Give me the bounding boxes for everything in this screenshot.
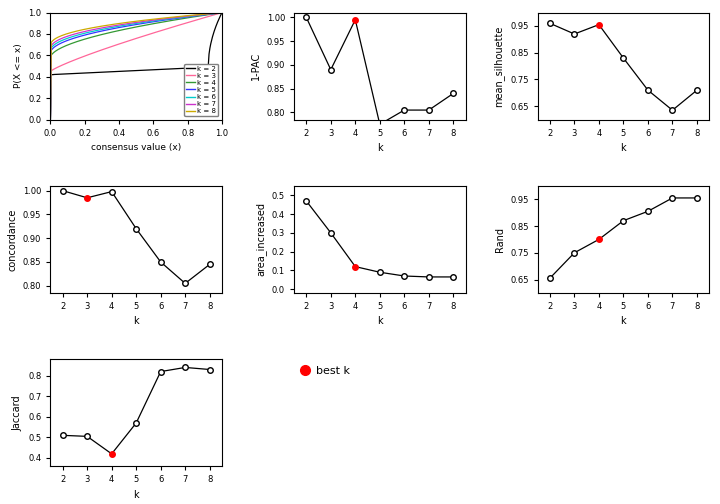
k = 3 (56, 63, 65, 69)
k = 4 (78, 37, 86, 43)
k = 4 (203, 12, 212, 18)
k = 8 (217, 10, 226, 16)
k = 4 (46, 116, 55, 122)
k = 6 (78, 31, 86, 37)
Line: k = 4: k = 4 (50, 13, 222, 119)
k = 3 (209, 12, 217, 18)
Line: k = 5: k = 5 (50, 13, 222, 119)
Line: k = 3: k = 3 (50, 13, 222, 119)
k = 6 (91, 28, 100, 34)
k = 8 (56, 33, 65, 39)
k = 8 (46, 116, 55, 122)
k = 6 (46, 116, 55, 122)
k = 7 (46, 116, 55, 122)
k = 4 (209, 11, 217, 17)
k = 7 (209, 11, 217, 17)
k = 4 (56, 45, 65, 51)
k = 3 (53, 65, 62, 71)
Y-axis label: 1-PAC: 1-PAC (251, 52, 261, 80)
k = 5 (53, 42, 62, 48)
Y-axis label: area_increased: area_increased (256, 203, 266, 276)
Y-axis label: P(X <= x): P(X <= x) (14, 44, 22, 89)
X-axis label: k: k (621, 317, 626, 327)
k = 2 (46, 116, 55, 122)
k = 5 (217, 10, 226, 16)
k = 4 (217, 10, 226, 16)
k = 2 (56, 71, 65, 77)
k = 6 (209, 11, 217, 17)
X-axis label: k: k (377, 317, 382, 327)
Line: k = 8: k = 8 (50, 13, 222, 119)
k = 7 (56, 36, 65, 42)
k = 7 (78, 29, 86, 35)
k = 8 (203, 11, 212, 17)
k = 6 (56, 38, 65, 44)
k = 5 (56, 40, 65, 46)
k = 6 (203, 11, 212, 17)
Y-axis label: concordance: concordance (7, 208, 17, 271)
k = 6 (217, 10, 226, 16)
k = 7 (53, 37, 62, 43)
k = 8 (78, 27, 86, 33)
Y-axis label: mean_silhouette: mean_silhouette (494, 25, 505, 107)
k = 2 (91, 70, 100, 76)
X-axis label: k: k (133, 490, 139, 500)
Line: k = 7: k = 7 (50, 13, 222, 119)
Line: k = 2: k = 2 (50, 13, 222, 119)
k = 4 (91, 33, 100, 39)
k = 7 (91, 26, 100, 32)
k = 2 (78, 70, 86, 76)
X-axis label: k: k (133, 317, 139, 327)
k = 5 (203, 12, 212, 18)
Legend: best k: best k (296, 361, 355, 381)
k = 6 (53, 40, 62, 46)
X-axis label: consensus value (x): consensus value (x) (91, 143, 181, 152)
Y-axis label: Jaccard: Jaccard (12, 395, 22, 430)
k = 8 (53, 35, 62, 41)
X-axis label: k: k (377, 143, 382, 153)
Legend: k = 2, k = 3, k = 4, k = 5, k = 6, k = 7, k = 8: k = 2, k = 3, k = 4, k = 5, k = 6, k = 7… (184, 64, 218, 116)
X-axis label: k: k (621, 143, 626, 153)
k = 5 (209, 11, 217, 17)
k = 4 (53, 47, 62, 53)
k = 2 (203, 64, 212, 70)
k = 8 (91, 24, 100, 30)
k = 2 (53, 71, 62, 77)
k = 3 (78, 54, 86, 60)
Line: k = 6: k = 6 (50, 13, 222, 119)
k = 5 (91, 29, 100, 35)
k = 3 (46, 116, 55, 122)
Y-axis label: Rand: Rand (495, 227, 505, 252)
k = 7 (217, 10, 226, 16)
k = 3 (91, 49, 100, 55)
k = 5 (46, 116, 55, 122)
k = 3 (217, 10, 226, 16)
k = 3 (203, 14, 212, 20)
k = 7 (203, 11, 212, 17)
k = 5 (78, 33, 86, 39)
k = 2 (209, 31, 217, 37)
k = 2 (217, 10, 226, 16)
k = 8 (209, 10, 217, 16)
